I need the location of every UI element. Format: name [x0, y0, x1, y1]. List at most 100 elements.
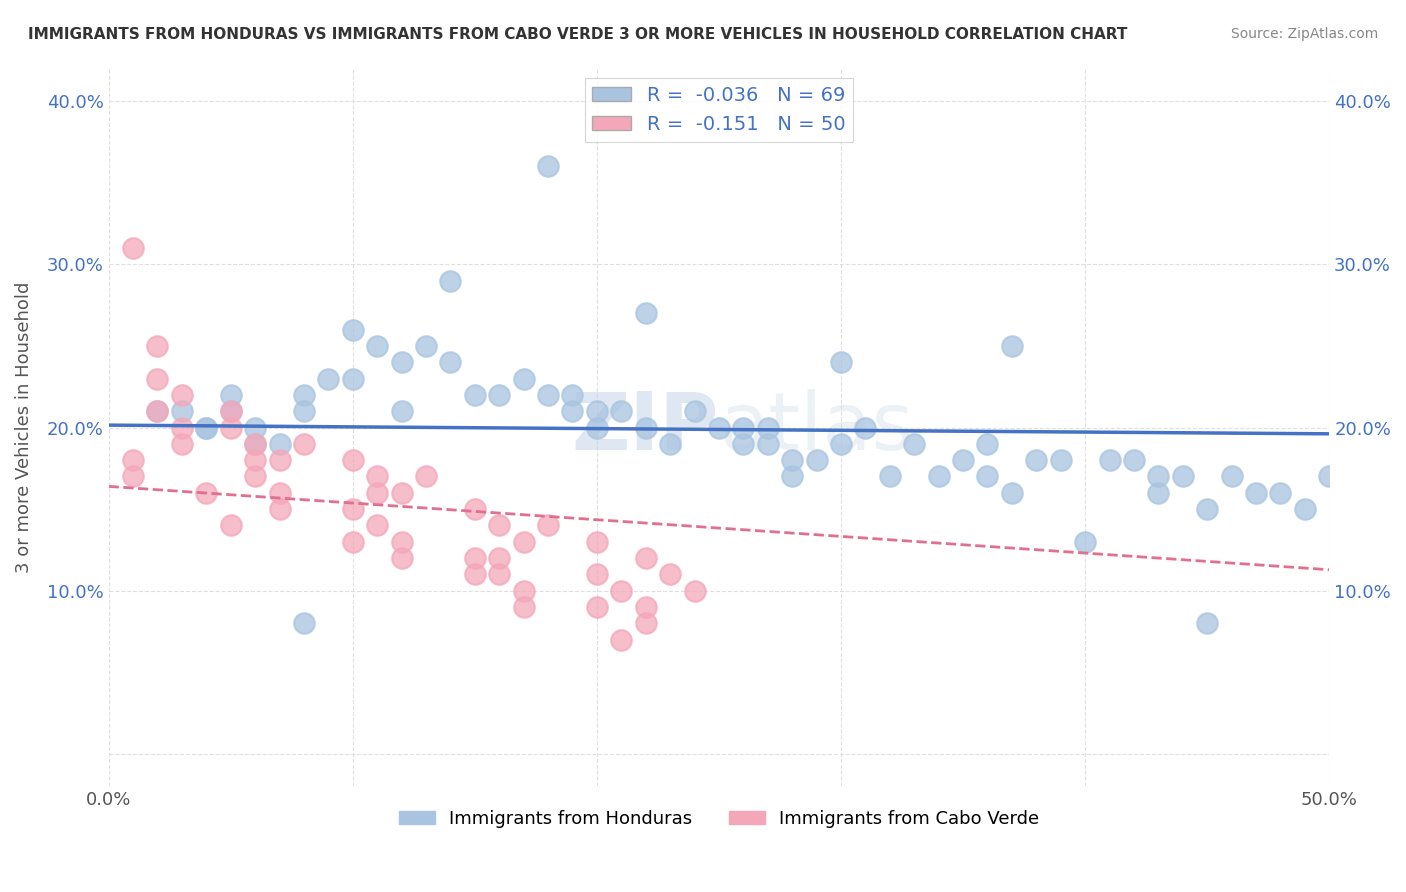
Point: [464, 551, 486, 566]
Point: [415, 469, 437, 483]
Point: [1197, 502, 1219, 516]
Point: [756, 437, 779, 451]
Point: [219, 518, 242, 533]
Text: ZIP: ZIP: [572, 389, 718, 467]
Point: [342, 502, 364, 516]
Point: [1074, 534, 1097, 549]
Point: [195, 420, 218, 434]
Point: [292, 388, 315, 402]
Point: [1049, 453, 1071, 467]
Point: [733, 437, 755, 451]
Point: [366, 518, 388, 533]
Point: [391, 404, 413, 418]
Point: [292, 404, 315, 418]
Point: [561, 388, 583, 402]
Point: [1098, 453, 1121, 467]
Point: [634, 306, 657, 320]
Point: [170, 404, 193, 418]
Point: [146, 404, 169, 418]
Point: [1317, 469, 1340, 483]
Point: [488, 518, 510, 533]
Point: [342, 371, 364, 385]
Point: [195, 420, 218, 434]
Point: [659, 567, 682, 582]
Point: [366, 485, 388, 500]
Point: [342, 534, 364, 549]
Point: [537, 518, 560, 533]
Point: [683, 404, 706, 418]
Point: [342, 453, 364, 467]
Point: [537, 160, 560, 174]
Point: [146, 339, 169, 353]
Point: [269, 485, 291, 500]
Point: [170, 437, 193, 451]
Point: [1220, 469, 1243, 483]
Point: [1147, 485, 1170, 500]
Point: [537, 388, 560, 402]
Point: [243, 453, 266, 467]
Point: [512, 599, 534, 614]
Point: [1270, 485, 1292, 500]
Point: [1171, 469, 1194, 483]
Point: [928, 469, 950, 483]
Point: [952, 453, 974, 467]
Point: [1001, 339, 1024, 353]
Point: [855, 420, 877, 434]
Point: [634, 599, 657, 614]
Point: [219, 404, 242, 418]
Point: [391, 485, 413, 500]
Text: IMMIGRANTS FROM HONDURAS VS IMMIGRANTS FROM CABO VERDE 3 OR MORE VEHICLES IN HOU: IMMIGRANTS FROM HONDURAS VS IMMIGRANTS F…: [28, 27, 1128, 42]
Point: [1025, 453, 1047, 467]
Point: [707, 420, 730, 434]
Point: [219, 420, 242, 434]
Point: [512, 583, 534, 598]
Point: [391, 551, 413, 566]
Point: [243, 437, 266, 451]
Point: [1197, 616, 1219, 631]
Point: [610, 632, 633, 647]
Point: [439, 355, 461, 369]
Point: [1147, 469, 1170, 483]
Point: [243, 420, 266, 434]
Point: [1244, 485, 1267, 500]
Point: [292, 616, 315, 631]
Point: [830, 437, 852, 451]
Point: [170, 420, 193, 434]
Point: [219, 404, 242, 418]
Point: [512, 371, 534, 385]
Point: [830, 355, 852, 369]
Point: [292, 437, 315, 451]
Point: [146, 404, 169, 418]
Point: [269, 453, 291, 467]
Point: [634, 420, 657, 434]
Point: [122, 241, 145, 255]
Point: [976, 469, 998, 483]
Point: [318, 371, 340, 385]
Y-axis label: 3 or more Vehicles in Household: 3 or more Vehicles in Household: [15, 282, 32, 574]
Point: [756, 420, 779, 434]
Point: [488, 567, 510, 582]
Point: [366, 339, 388, 353]
Point: [586, 404, 609, 418]
Point: [780, 453, 803, 467]
Point: [488, 388, 510, 402]
Point: [586, 567, 609, 582]
Point: [903, 437, 925, 451]
Point: [439, 274, 461, 288]
Point: [219, 388, 242, 402]
Point: [659, 437, 682, 451]
Point: [146, 371, 169, 385]
Point: [464, 567, 486, 582]
Point: [122, 469, 145, 483]
Point: [269, 502, 291, 516]
Legend: Immigrants from Honduras, Immigrants from Cabo Verde: Immigrants from Honduras, Immigrants fro…: [391, 803, 1046, 835]
Point: [269, 437, 291, 451]
Point: [733, 420, 755, 434]
Point: [342, 323, 364, 337]
Point: [391, 534, 413, 549]
Point: [512, 534, 534, 549]
Point: [195, 485, 218, 500]
Point: [586, 534, 609, 549]
Point: [561, 404, 583, 418]
Point: [586, 599, 609, 614]
